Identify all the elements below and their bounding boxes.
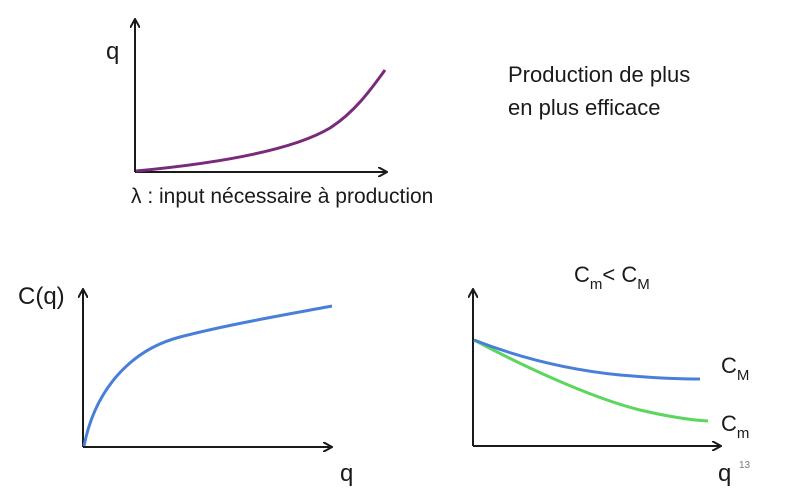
comparison-title: Cm< CM <box>574 262 650 293</box>
statement-line-2: en plus efficace <box>508 95 660 120</box>
production-x-axis-caption: λ : input nécessaire à production <box>131 185 433 208</box>
statement-line-1: Production de plus <box>508 62 690 87</box>
production-graph: q λ : input nécessaire à production <box>106 20 433 208</box>
cost-curve <box>82 304 333 447</box>
average-cost-curve <box>473 338 701 381</box>
cost-y-axis-label: C(q) <box>18 283 65 310</box>
comparison-x-axis-label: q <box>718 460 731 487</box>
efficiency-statement: Production de plus en plus efficace <box>508 62 690 120</box>
cost-comparison-graph: Cm< CM CM Cm q <box>473 262 749 487</box>
marginal-cost-label: Cm <box>721 411 749 442</box>
cost-graph: C(q) q <box>18 283 353 487</box>
marginal-cost-curve <box>473 338 709 423</box>
production-y-axis-label: q <box>106 38 119 65</box>
production-curve <box>135 69 387 173</box>
page-number: 13 <box>739 460 751 471</box>
cost-x-axis-label: q <box>340 460 353 487</box>
average-cost-label: CM <box>721 353 749 384</box>
